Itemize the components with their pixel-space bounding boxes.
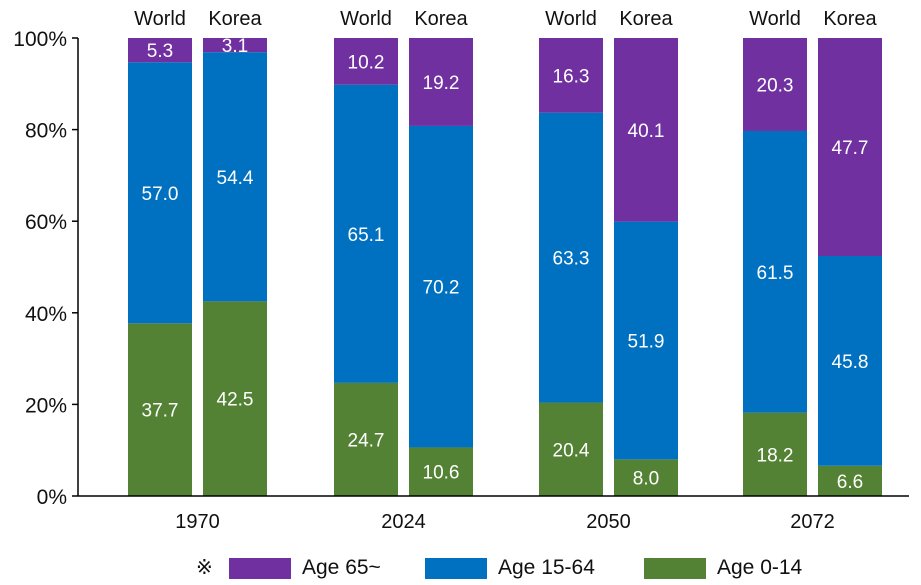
- legend-swatch-age-65-plus: [229, 558, 291, 579]
- bar-world-2050-age-15-64: [539, 112, 603, 403]
- data-label-world-2072-age-15-64: 61.5: [757, 263, 794, 284]
- data-label-korea-1970-age-0-14: 42.5: [217, 390, 254, 411]
- bar-world-2024-age-15-64: [334, 84, 398, 383]
- legend-label-age-15-64: Age 15-64: [498, 556, 595, 579]
- data-label-world-1970-age-65-plus: 5.3: [147, 41, 173, 62]
- y-tick-label: 80%: [25, 120, 67, 143]
- bar-korea-2050-age-65-plus: [614, 38, 678, 222]
- data-label-korea-2050-age-0-14: 8.0: [633, 469, 659, 490]
- legend-label-age-0-14: Age 0-14: [717, 556, 803, 579]
- y-tick-label: 40%: [25, 303, 67, 326]
- data-label-korea-2072-age-0-14: 6.6: [837, 472, 863, 493]
- bar-korea-2050-age-0-14: [614, 459, 678, 496]
- data-label-world-2072-age-65-plus: 20.3: [757, 75, 794, 96]
- bar-korea-2072-age-0-14: [818, 465, 882, 496]
- x-tick-label: 2072: [790, 511, 835, 533]
- bar-header-world: World: [749, 8, 801, 30]
- bar-world-2024-age-65-plus: [334, 38, 398, 85]
- data-label-korea-1970-age-65-plus: 3.1: [222, 36, 248, 57]
- bar-korea-1970-age-0-14: [203, 301, 267, 496]
- bar-korea-2072-age-65-plus: [818, 38, 882, 257]
- data-label-world-2024-age-65-plus: 10.2: [348, 52, 385, 73]
- bar-world-1970-age-15-64: [128, 62, 192, 324]
- data-label-world-1970-age-15-64: 57.0: [142, 184, 179, 205]
- bar-korea-2050-age-15-64: [614, 221, 678, 460]
- data-label-korea-2024-age-15-64: 70.2: [423, 278, 460, 299]
- bar-world-2050-age-0-14: [539, 402, 603, 496]
- bar-korea-2072-age-15-64: [818, 256, 882, 466]
- data-label-korea-2050-age-65-plus: 40.1: [628, 121, 665, 142]
- bar-header-world: World: [340, 8, 392, 30]
- bar-korea-2024-age-65-plus: [409, 38, 473, 126]
- data-label-korea-2072-age-65-plus: 47.7: [832, 138, 869, 159]
- y-tick-label: 100%: [13, 28, 67, 51]
- data-label-world-2024-age-15-64: 65.1: [348, 225, 385, 246]
- data-label-world-2050-age-0-14: 20.4: [553, 440, 590, 461]
- bar-world-1970-age-65-plus: [128, 38, 192, 63]
- bar-header-korea: Korea: [823, 8, 877, 30]
- bar-header-korea: Korea: [414, 8, 468, 30]
- data-label-world-2050-age-15-64: 63.3: [553, 249, 590, 270]
- bar-world-2072-age-15-64: [743, 130, 807, 413]
- y-tick-label: 60%: [25, 211, 67, 234]
- data-label-world-2050-age-65-plus: 16.3: [553, 66, 590, 87]
- data-label-world-2072-age-0-14: 18.2: [757, 445, 794, 466]
- data-label-korea-2050-age-15-64: 51.9: [628, 332, 665, 353]
- x-tick-label: 2024: [381, 511, 426, 533]
- bar-world-2072-age-65-plus: [743, 38, 807, 131]
- x-tick-label: 1970: [175, 511, 220, 533]
- bar-header-world: World: [134, 8, 186, 30]
- data-label-korea-2024-age-0-14: 10.6: [423, 463, 460, 484]
- bar-header-korea: Korea: [619, 8, 673, 30]
- legend: ※ Age 65~ Age 15-64 Age 0-14: [0, 551, 921, 585]
- bar-world-2050-age-65-plus: [539, 38, 603, 113]
- bar-header-korea: Korea: [208, 8, 262, 30]
- legend-note-mark: ※: [196, 557, 213, 579]
- data-label-korea-1970-age-15-64: 54.4: [217, 168, 254, 189]
- legend-swatch-age-15-64: [425, 558, 487, 579]
- bar-korea-2024-age-0-14: [409, 447, 473, 496]
- data-label-world-2024-age-0-14: 24.7: [348, 430, 385, 451]
- data-label-world-1970-age-0-14: 37.7: [142, 401, 179, 422]
- bar-header-world: World: [545, 8, 597, 30]
- legend-label-age-65-plus: Age 65~: [302, 556, 381, 579]
- bar-korea-2024-age-15-64: [409, 125, 473, 448]
- bar-korea-1970-age-65-plus: [203, 38, 267, 53]
- y-tick-label: 20%: [25, 394, 67, 417]
- data-label-korea-2024-age-65-plus: 19.2: [423, 73, 460, 94]
- x-tick-label: 2050: [586, 511, 631, 533]
- bar-world-1970-age-0-14: [128, 323, 192, 496]
- bar-world-2024-age-0-14: [334, 382, 398, 496]
- data-label-korea-2072-age-15-64: 45.8: [832, 352, 869, 373]
- stacked-bar-chart: 0% 20% 40% 60% 80% 100% 37.7 57.0 5.3 World 42.5 54…: [13, 8, 909, 533]
- bar-world-2072-age-0-14: [743, 412, 807, 496]
- bar-korea-1970-age-15-64: [203, 52, 267, 302]
- legend-swatch-age-0-14: [644, 558, 706, 579]
- y-tick-label: 0%: [37, 486, 67, 509]
